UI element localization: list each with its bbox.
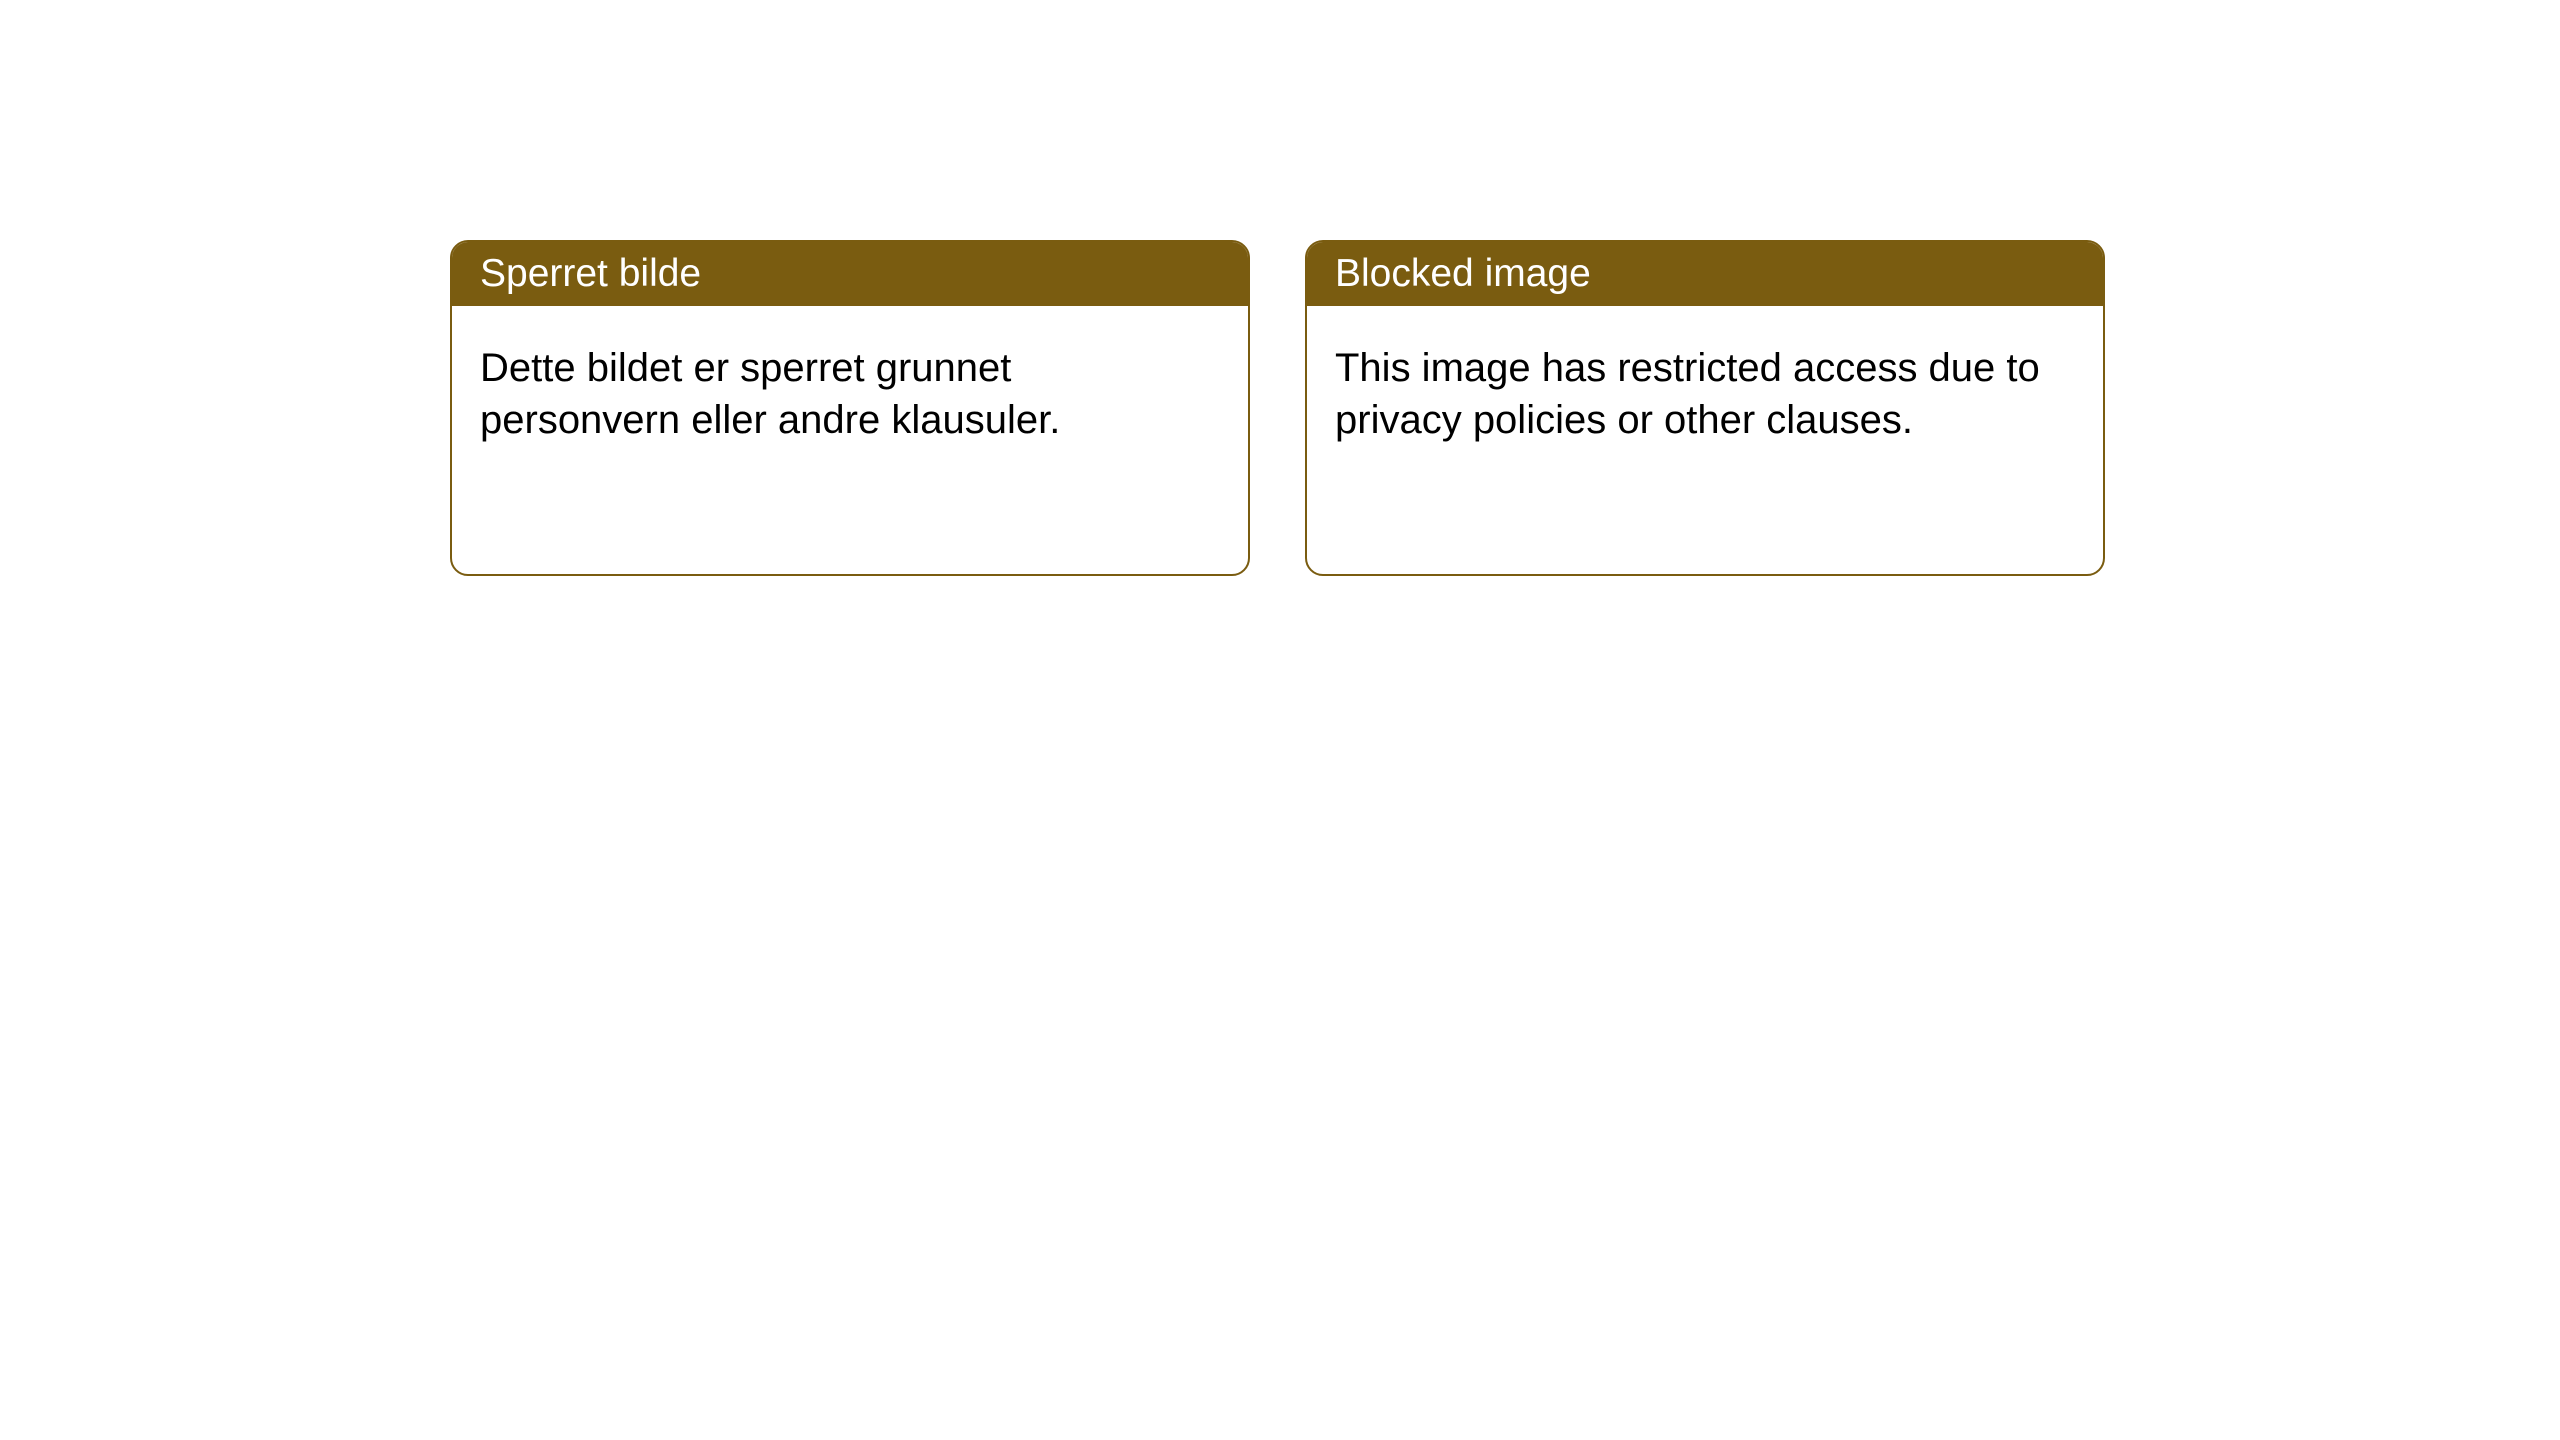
notice-title: Sperret bilde	[452, 242, 1248, 306]
notice-container: Sperret bilde Dette bildet er sperret gr…	[450, 240, 2105, 576]
notice-box-norwegian: Sperret bilde Dette bildet er sperret gr…	[450, 240, 1250, 576]
notice-body: This image has restricted access due to …	[1307, 306, 2103, 482]
notice-box-english: Blocked image This image has restricted …	[1305, 240, 2105, 576]
notice-title: Blocked image	[1307, 242, 2103, 306]
notice-body: Dette bildet er sperret grunnet personve…	[452, 306, 1248, 482]
